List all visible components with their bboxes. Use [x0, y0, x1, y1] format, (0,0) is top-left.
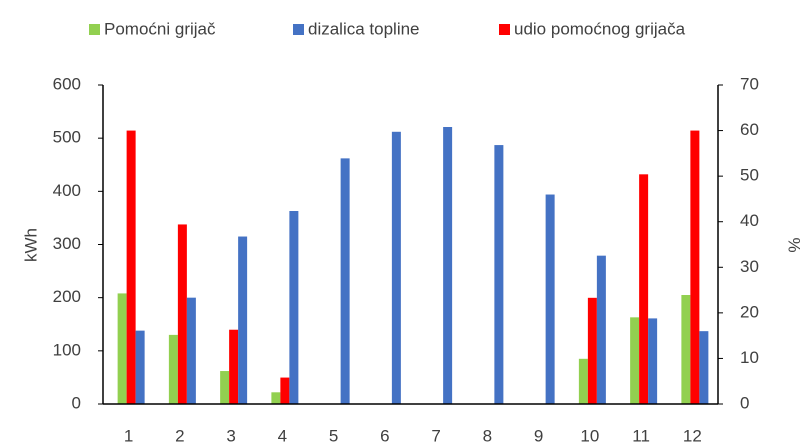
- bar: [340, 158, 350, 404]
- y2-tick-label: 50: [740, 166, 759, 185]
- legend-swatch: [499, 24, 510, 35]
- y2-tick-label: 10: [740, 348, 759, 367]
- y-tick-label: 200: [53, 287, 81, 306]
- bar: [391, 131, 401, 404]
- x-tick-label: 8: [483, 426, 492, 442]
- legend-label: Pomoćni grijač: [104, 19, 216, 38]
- bar: [220, 371, 230, 404]
- bar: [186, 297, 196, 404]
- bar: [494, 145, 504, 404]
- x-tick-label: 6: [380, 426, 389, 442]
- y-tick-label: 100: [53, 340, 81, 359]
- bar: [699, 331, 709, 404]
- bar: [443, 127, 453, 405]
- legend-label: udio pomoćnog grijača: [514, 19, 686, 38]
- x-tick-label: 7: [431, 426, 440, 442]
- x-tick-label: 10: [580, 426, 599, 442]
- y-tick-label: 0: [72, 393, 81, 412]
- bar: [630, 317, 640, 404]
- y2-tick-label: 20: [740, 302, 759, 321]
- y-tick-label: 400: [53, 181, 81, 200]
- x-tick-label: 5: [329, 426, 338, 442]
- bar: [639, 174, 649, 404]
- bar: [578, 358, 588, 404]
- x-tick-label: 9: [534, 426, 543, 442]
- bar: [289, 211, 299, 404]
- y2-tick-label: 30: [740, 257, 759, 276]
- y2-tick-label: 60: [740, 120, 759, 139]
- y2-tick-label: 40: [740, 211, 759, 230]
- y-tick-label: 500: [53, 128, 81, 147]
- y2-axis-label: %: [785, 237, 804, 252]
- bar: [596, 255, 606, 404]
- y-tick-label: 600: [53, 74, 81, 93]
- bar: [545, 194, 555, 404]
- bar: [229, 329, 239, 404]
- bar: [126, 130, 136, 405]
- x-tick-label: 1: [124, 426, 133, 442]
- legend-swatch: [293, 24, 304, 35]
- legend-label: dizalica topline: [308, 19, 420, 38]
- x-tick-label: 3: [226, 426, 235, 442]
- x-tick-label: 12: [683, 426, 702, 442]
- bar: [238, 236, 248, 404]
- bar: [681, 295, 691, 404]
- bar: [135, 330, 145, 404]
- y-axis-label: kWh: [21, 228, 40, 262]
- bar: [280, 377, 290, 404]
- bar: [168, 334, 178, 404]
- bar: [271, 392, 281, 404]
- bar: [587, 297, 597, 404]
- bar: [177, 224, 187, 404]
- y2-tick-label: 70: [740, 74, 759, 93]
- y2-tick-label: 0: [740, 393, 749, 412]
- x-tick-label: 4: [278, 426, 287, 442]
- legend-swatch: [89, 24, 100, 35]
- bar: [648, 318, 658, 404]
- y-tick-label: 300: [53, 234, 81, 253]
- bar: [117, 293, 127, 404]
- x-tick-label: 2: [175, 426, 184, 442]
- bar: [690, 130, 700, 405]
- x-tick-label: 11: [632, 426, 650, 442]
